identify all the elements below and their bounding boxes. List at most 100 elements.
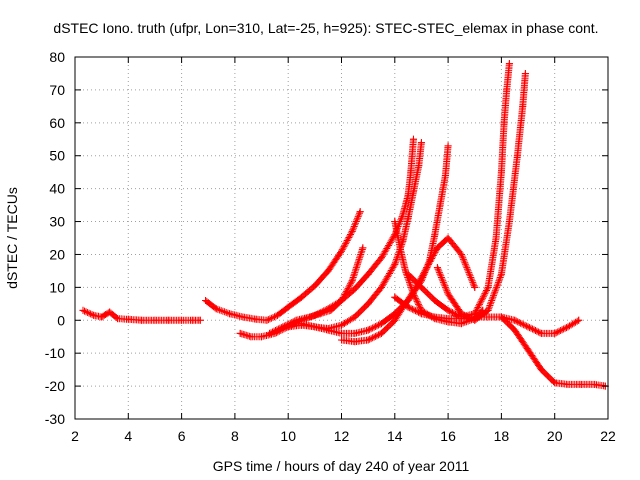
data-point: [348, 227, 356, 235]
x-tick-label: 10: [280, 428, 296, 444]
data-point: [377, 254, 385, 262]
x-tick-label: 8: [231, 428, 239, 444]
data-point: [407, 168, 415, 176]
data-point: [433, 244, 441, 252]
data-point: [202, 297, 210, 305]
data-point: [338, 329, 345, 337]
series-arc11: [391, 293, 583, 337]
x-tick-label: 16: [440, 428, 456, 444]
x-tick-label: 2: [71, 428, 79, 444]
data-point: [484, 313, 492, 321]
data-point: [431, 231, 439, 239]
data-point: [188, 316, 196, 324]
data-point: [351, 329, 359, 337]
data-point: [351, 338, 359, 346]
data-point: [484, 283, 492, 291]
data-point: [292, 316, 300, 324]
data-point: [444, 290, 452, 298]
y-axis: -30 -20 -10 0 10 20 30 40 50 60 70 80: [45, 49, 608, 427]
data-point: [391, 293, 399, 301]
data-point: [351, 285, 359, 293]
y-tick-label: 40: [49, 181, 65, 197]
data-point: [263, 316, 271, 324]
data-point: [391, 218, 399, 226]
data-point: [377, 320, 385, 328]
data-point: [247, 333, 255, 341]
data-point: [537, 329, 545, 337]
data-point: [396, 244, 404, 252]
data-point: [399, 211, 407, 219]
data-point: [236, 329, 244, 337]
data-point: [226, 310, 234, 318]
data-point: [258, 333, 266, 341]
series-arc1: [79, 306, 204, 324]
data-point: [164, 316, 172, 324]
y-tick-label: 60: [49, 115, 65, 131]
y-axis-label: dSTEC / TECUs: [4, 187, 20, 289]
x-tick-label: 18: [494, 428, 510, 444]
data-point: [409, 135, 417, 143]
data-point: [415, 162, 423, 170]
data-point: [417, 310, 425, 318]
y-tick-label: 80: [49, 49, 65, 65]
data-point: [391, 316, 399, 324]
data-point: [444, 234, 452, 242]
data-point: [564, 380, 572, 388]
data-point: [377, 283, 385, 291]
series-arc12: [497, 313, 609, 390]
data-point: [551, 379, 559, 387]
data-point: [492, 234, 500, 242]
data-point: [274, 311, 282, 319]
data-point: [306, 313, 314, 321]
data-point: [511, 316, 519, 324]
data-point: [444, 306, 452, 314]
data-point: [444, 315, 452, 323]
x-tick-label: 12: [334, 428, 350, 444]
data-point: [359, 244, 367, 252]
x-axis-label: GPS time / hours of day 240 of year 2011: [213, 458, 470, 474]
y-tick-label: 0: [57, 312, 65, 328]
data-point: [457, 315, 465, 323]
y-tick-label: 70: [49, 82, 65, 98]
data-point: [511, 326, 519, 334]
data-point: [423, 264, 431, 272]
data-point: [324, 267, 332, 275]
data-point: [114, 315, 122, 323]
data-point: [417, 283, 425, 291]
data-point: [433, 264, 441, 272]
data-point: [575, 316, 583, 324]
x-tick-label: 14: [387, 428, 403, 444]
data-point: [505, 218, 513, 226]
data-point: [409, 290, 417, 298]
data-point: [284, 303, 292, 311]
data-point: [356, 208, 364, 216]
data-point: [500, 119, 508, 127]
data-point: [338, 321, 345, 329]
data-point: [497, 168, 505, 176]
data-point: [441, 171, 449, 179]
series-arc7: [338, 234, 479, 346]
data-point: [98, 313, 106, 321]
data-point: [484, 306, 492, 314]
data-point: [497, 270, 505, 278]
x-axis: 2 4 6 8 10 12 14 16 18 20 22: [71, 57, 616, 444]
data-point: [524, 346, 532, 354]
data-point: [404, 270, 412, 278]
series-arc2: [202, 208, 364, 324]
y-tick-label: 50: [49, 148, 65, 164]
data-point: [351, 313, 359, 321]
data-point: [409, 188, 417, 196]
y-tick-label: 30: [49, 214, 65, 230]
data-point: [151, 316, 159, 324]
data-point: [503, 86, 511, 94]
data-point: [106, 308, 114, 316]
data-point: [519, 102, 527, 110]
data-point: [298, 320, 306, 328]
y-tick-label: 20: [49, 246, 65, 262]
data-point: [178, 316, 186, 324]
data-point: [551, 329, 559, 337]
data-point: [364, 300, 372, 308]
data-point: [417, 139, 425, 147]
y-tick-label: -30: [45, 411, 65, 427]
